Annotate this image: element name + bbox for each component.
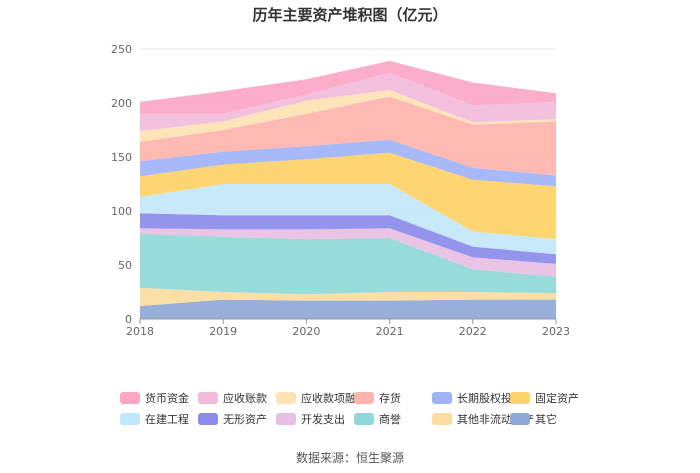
area-series-2[interactable] — [140, 233, 556, 295]
legend-swatch — [354, 412, 374, 425]
area-series-7[interactable] — [140, 139, 556, 187]
area-series-10[interactable] — [140, 72, 556, 132]
chart-title: 历年主要资产堆积图（亿元） — [252, 6, 448, 24]
legend-item[interactable]: 存货 — [354, 390, 432, 406]
legend-swatch — [510, 391, 530, 404]
y-tick-label: 100 — [111, 205, 132, 218]
legend-swatch — [354, 391, 374, 404]
legend-swatch — [510, 412, 530, 425]
legend-label: 固定资产 — [535, 391, 579, 405]
legend-label: 在建工程 — [145, 412, 189, 426]
area-series-8[interactable] — [140, 96, 556, 176]
area-series-1[interactable] — [140, 287, 556, 306]
legend-label: 其它 — [535, 412, 557, 426]
legend-item[interactable]: 应收款项融资 — [276, 390, 367, 406]
area-series-3[interactable] — [140, 228, 556, 277]
legend-swatch — [276, 412, 296, 425]
legend-label: 存货 — [379, 391, 401, 405]
area-series-9[interactable] — [140, 90, 556, 142]
area-series-5[interactable] — [140, 184, 556, 255]
legend-item[interactable]: 货币资金 — [120, 390, 198, 406]
legend-swatch — [120, 412, 140, 425]
legend-label: 货币资金 — [145, 391, 189, 405]
legend-swatch — [432, 391, 452, 404]
y-tick-label: 50 — [118, 259, 132, 272]
area-series-6[interactable] — [140, 152, 556, 240]
data-source: 数据来源：恒生聚源 — [295, 451, 404, 465]
legend-swatch — [198, 391, 218, 404]
x-tick-label: 2019 — [209, 325, 237, 338]
x-tick-label: 2022 — [459, 325, 487, 338]
y-tick-label: 0 — [125, 313, 132, 326]
legend-swatch — [198, 412, 218, 425]
legend-item[interactable]: 在建工程 — [120, 411, 198, 427]
legend: 货币资金 应收账款 应收款项融资 存货 长期股权投资 固定资产在建工程 无形资产 开发支出 商誉… — [120, 387, 590, 429]
legend-row: 货币资金 应收账款 应收款项融资 存货 长期股权投资 固定资产 — [120, 387, 590, 408]
legend-label: 开发支出 — [301, 412, 345, 426]
legend-item[interactable]: 开发支出 — [276, 411, 354, 427]
legend-swatch — [120, 391, 140, 404]
x-tick-label: 2020 — [292, 325, 320, 338]
legend-label: 应收账款 — [223, 391, 267, 405]
legend-label: 商誉 — [379, 412, 401, 426]
x-tick-label: 2021 — [376, 325, 404, 338]
legend-swatch — [276, 391, 296, 404]
area-series-4[interactable] — [140, 213, 556, 264]
area-series-11[interactable] — [140, 60, 556, 114]
y-tick-label: 250 — [111, 43, 132, 56]
legend-item[interactable]: 应收账款 — [198, 390, 276, 406]
legend-label: 长期股权投资 — [457, 391, 523, 405]
legend-row: 在建工程 无形资产 开发支出 商誉 其他非流动资产 其它 — [120, 408, 590, 429]
area-series-0[interactable] — [140, 299, 556, 319]
y-tick-label: 150 — [111, 151, 132, 164]
chart-plot: 0 50 100 150 200 250 2018 2019 2020 2021 2022 2023 — [111, 43, 570, 338]
legend-label: 无形资产 — [223, 412, 267, 426]
legend-item[interactable]: 其它 — [510, 411, 588, 427]
legend-swatch — [432, 412, 452, 425]
x-tick-label: 2018 — [126, 325, 154, 338]
legend-item[interactable]: 商誉 — [354, 411, 432, 427]
legend-item[interactable]: 长期股权投资 — [432, 390, 523, 406]
x-tick-label: 2023 — [542, 325, 570, 338]
legend-item[interactable]: 其他非流动资产 — [432, 411, 534, 427]
legend-label: 应收款项融资 — [301, 391, 367, 405]
legend-item[interactable]: 无形资产 — [198, 411, 276, 427]
y-tick-label: 200 — [111, 97, 132, 110]
legend-item[interactable]: 固定资产 — [510, 390, 588, 406]
